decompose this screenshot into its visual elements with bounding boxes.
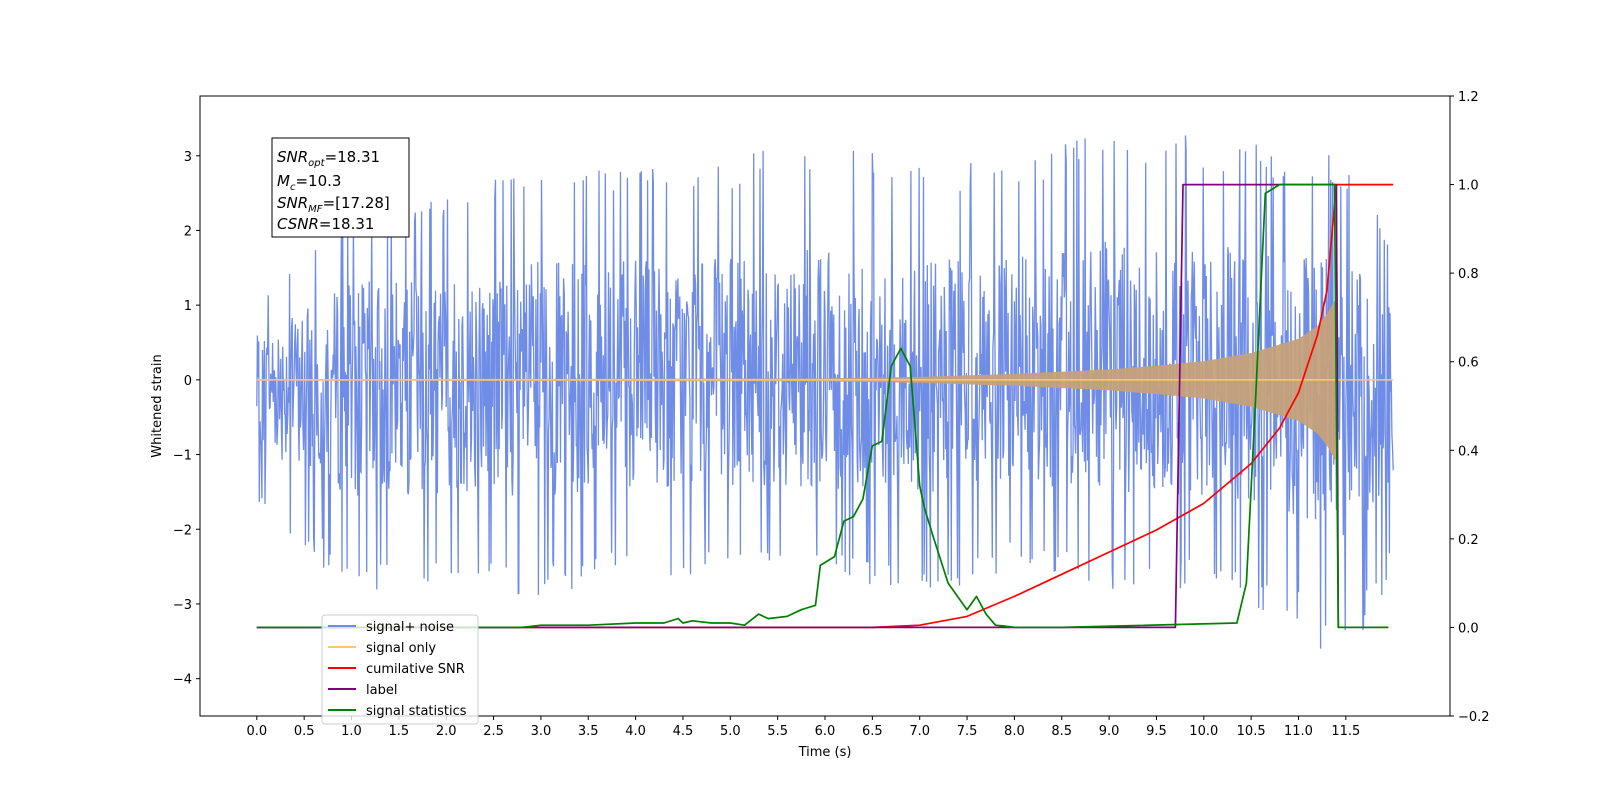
- x-tick-label: 2.5: [483, 724, 504, 739]
- y-tick-label-left: −4: [173, 673, 192, 688]
- x-tick-label: 9.0: [1099, 724, 1120, 739]
- x-tick-label: 5.0: [720, 724, 741, 739]
- series-label-line: [256, 183, 1340, 629]
- x-tick-label: 8.0: [1004, 724, 1025, 739]
- series-cumilative-snr-line: [256, 183, 1394, 629]
- x-tick-label: 1.0: [341, 724, 362, 739]
- y-tick-label-right: 0.8: [1458, 267, 1479, 282]
- series-signal-statistics-line: [256, 183, 1389, 629]
- y-tick-label-left: 0: [184, 374, 192, 389]
- y-tick-label-left: 1: [184, 299, 192, 314]
- plot-area: [256, 135, 1394, 649]
- annotation-box: SNRopt=18.31 Mc=10.3 SNRMF=[17.28] CSNR=…: [271, 137, 410, 238]
- x-tick-label: 8.5: [1051, 724, 1072, 739]
- y-tick-label-right: 0.0: [1458, 621, 1479, 636]
- y-tick-label-left: −1: [173, 449, 192, 464]
- x-tick-label: 3.5: [578, 724, 599, 739]
- legend-entry-signal-only: signal only: [328, 641, 436, 656]
- y-tick-label-left: 3: [184, 150, 192, 165]
- x-tick-label: 10.5: [1237, 724, 1266, 739]
- x-tick-label: 0.5: [294, 724, 315, 739]
- x-tick-label: 9.5: [1146, 724, 1167, 739]
- y-tick-label-left: −3: [173, 598, 192, 613]
- x-tick-label: 7.0: [909, 724, 930, 739]
- x-tick-label: 5.5: [767, 724, 788, 739]
- x-tick-label: 7.5: [957, 724, 978, 739]
- x-tick-label: 2.0: [436, 724, 457, 739]
- y-tick-label-right: 1.0: [1458, 179, 1479, 194]
- legend: signal+ noise signal only cumilative SNR…: [321, 614, 479, 725]
- series-signal-noise-line: [256, 135, 1394, 649]
- legend-entry-signal-statistics: signal statistics: [328, 704, 467, 719]
- x-tick-label: 6.0: [815, 724, 836, 739]
- y-tick-label-right: 0.2: [1458, 533, 1479, 548]
- x-tick-label: 4.5: [673, 724, 694, 739]
- annotation-snr-mf: SNRMF=[17.28]: [277, 194, 390, 215]
- x-tick-label: 6.5: [862, 724, 883, 739]
- legend-entry-label: label: [328, 683, 397, 698]
- legend-entry-signal-noise: signal+ noise: [328, 620, 454, 635]
- annotation-snr-opt: SNRopt=18.31: [277, 148, 380, 169]
- legend-frame: [321, 614, 479, 725]
- x-axis-label: Time (s): [798, 745, 852, 760]
- y-tick-label-left: 2: [184, 224, 192, 239]
- legend-entry-cumilative-snr: cumilative SNR: [328, 662, 465, 677]
- x-tick-label: 11.5: [1331, 724, 1360, 739]
- x-tick-label: 3.0: [531, 724, 552, 739]
- legend-label: cumilative SNR: [366, 662, 465, 677]
- tick-layer: 0.0 0.5 1.0 1.5 2.0 2.5 3.0 3.5 4.0 4.5 5.0 5.5 6.0 6…: [173, 90, 1490, 739]
- y-tick-label-right: −0.2: [1458, 710, 1490, 725]
- x-tick-label: 1.5: [389, 724, 410, 739]
- legend-label: signal statistics: [366, 704, 467, 719]
- legend-label: label: [366, 683, 397, 698]
- y-tick-label-right: 1.2: [1458, 90, 1479, 105]
- y-tick-label-right: 0.6: [1458, 356, 1479, 371]
- legend-label: signal+ noise: [366, 620, 454, 635]
- x-tick-label: 10.0: [1189, 724, 1218, 739]
- x-tick-label: 11.0: [1284, 724, 1313, 739]
- y-axis-label: Whitened strain: [150, 354, 165, 457]
- annotation-mc: Mc=10.3: [277, 172, 341, 193]
- y-tick-label-left: −2: [173, 523, 192, 538]
- x-tick-label: 4.0: [625, 724, 646, 739]
- y-tick-label-right: 0.4: [1458, 444, 1479, 459]
- legend-label: signal only: [366, 641, 436, 656]
- x-tick-label: 0.0: [246, 724, 267, 739]
- annotation-csnr: CSNR=18.31: [277, 215, 374, 233]
